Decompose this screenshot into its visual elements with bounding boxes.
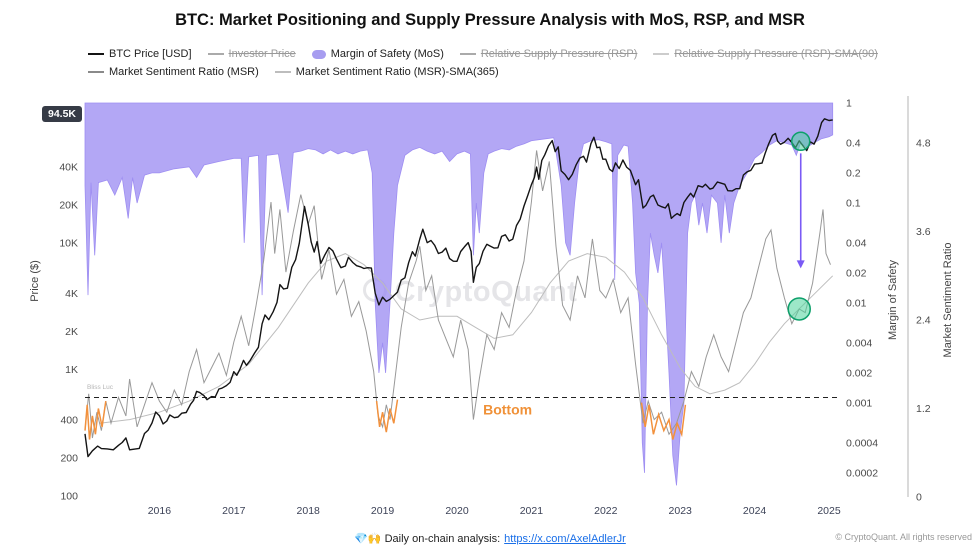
- bottom-signal-segment: [640, 402, 687, 440]
- price-tick-label: 2K: [65, 326, 78, 338]
- footer: 💎🙌 Daily on-chain analysis: https://x.com…: [0, 532, 980, 545]
- down-arrow-head-icon: [796, 260, 805, 269]
- msr-tick-label: 0: [916, 492, 922, 504]
- legend-row-2: Market Sentiment Ratio (MSR) Market Senti…: [88, 66, 499, 78]
- legend-item[interactable]: Investor Price: [207, 48, 296, 60]
- price-tick-label: 100: [60, 491, 78, 503]
- mos-tick-label: 0.0004: [846, 437, 878, 449]
- x-tick-label: 2016: [148, 505, 172, 517]
- mos-tick-label: 0.01: [846, 298, 867, 310]
- legend-label: Relative Supply Pressure (RSP): [480, 48, 638, 60]
- msr-line: [84, 150, 831, 439]
- price-tick-label: 20K: [59, 200, 78, 212]
- price-axis-title: Price ($): [29, 260, 41, 302]
- legend-row-1: BTC Price [USD] Investor Price Margin of S…: [88, 48, 878, 60]
- price-tick-label: 4K: [65, 288, 78, 300]
- msr-sma365-line: [99, 253, 834, 424]
- x-tick-label: 2019: [371, 505, 395, 517]
- legend-line-swatch: [653, 53, 670, 55]
- bottom-signal-segment: [84, 400, 107, 440]
- legend-item[interactable]: Relative Supply Pressure (RSP)-SMA(90): [653, 48, 878, 60]
- mos-tick-label: 0.1: [846, 198, 861, 210]
- mos-tick-label: 0.2: [846, 167, 861, 179]
- mos-axis-title: Margin of Safety: [887, 259, 899, 341]
- msr-tick-label: 4.8: [916, 138, 931, 150]
- btc-price-line: [84, 118, 833, 458]
- legend-label: Margin of Safety (MoS): [330, 48, 444, 60]
- mos-tick-label: 0.002: [846, 367, 872, 379]
- msr-highlight-circle: [787, 297, 811, 321]
- msr-axis-title: Market Sentiment Ratio: [942, 242, 954, 358]
- legend-line-swatch: [207, 53, 224, 55]
- current-price-badge: 94.5K: [42, 106, 83, 122]
- legend-item[interactable]: BTC Price [USD]: [88, 48, 192, 60]
- price-tick-label: 10K: [59, 238, 78, 250]
- legend-line-swatch: [88, 71, 104, 73]
- bottom-signal-segment: [375, 399, 399, 433]
- legend-item[interactable]: Market Sentiment Ratio (MSR)-SMA(365): [274, 66, 499, 78]
- mos-area: [84, 102, 834, 486]
- legend-label: Relative Supply Pressure (RSP)-SMA(90): [674, 48, 878, 60]
- mos-tick-label: 0.0002: [846, 467, 878, 479]
- x-tick-label: 2020: [445, 505, 469, 517]
- price-tick-label: 200: [60, 452, 78, 464]
- x-tick-label: 2025: [817, 505, 841, 517]
- mos-tick-label: 0.001: [846, 398, 872, 410]
- mos-tick-label: 0.004: [846, 337, 872, 349]
- legend-line-swatch: [88, 53, 104, 55]
- legend-label: Investor Price: [228, 48, 296, 60]
- x-tick-label: 2023: [669, 505, 693, 517]
- x-tick-label: 2022: [594, 505, 618, 517]
- mos-tick-label: 1: [846, 98, 852, 110]
- x-tick-label: 2018: [297, 505, 321, 517]
- bottom-annotation-label: Bottom: [483, 401, 532, 417]
- left-annotation: Bliss Luc: [87, 384, 114, 391]
- price-tick-label: 1K: [65, 364, 78, 376]
- legend-label: BTC Price [USD]: [109, 48, 192, 60]
- copyright-text: © CryptoQuant. All rights reserved: [835, 532, 972, 542]
- legend-area-swatch: [311, 49, 326, 59]
- legend-line-swatch: [274, 71, 291, 73]
- footer-text: 💎🙌 Daily on-chain analysis:: [354, 533, 501, 545]
- x-tick-label: 2017: [222, 505, 246, 517]
- x-tick-label: 2021: [520, 505, 544, 517]
- price-tick-label: 40K: [59, 162, 78, 174]
- price-highlight-circle: [790, 131, 811, 152]
- msr-tick-label: 1.2: [916, 403, 931, 415]
- legend-line-swatch: [459, 53, 476, 55]
- legend-label: Market Sentiment Ratio (MSR): [109, 66, 259, 78]
- legend-item[interactable]: Margin of Safety (MoS): [311, 48, 444, 60]
- legend-item[interactable]: Relative Supply Pressure (RSP): [459, 48, 638, 60]
- mos-tick-label: 0.4: [846, 137, 861, 149]
- x-tick-label: 2024: [743, 505, 767, 517]
- chart-title: BTC: Market Positioning and Supply Press…: [175, 11, 805, 29]
- msr-tick-label: 3.6: [916, 226, 931, 238]
- mos-tick-label: 0.04: [846, 237, 867, 249]
- legend-item[interactable]: Market Sentiment Ratio (MSR): [88, 66, 259, 78]
- legend-label: Market Sentiment Ratio (MSR)-SMA(365): [295, 66, 499, 78]
- price-tick-label: 400: [60, 414, 78, 426]
- mos-tick-label: 0.02: [846, 267, 867, 279]
- msr-tick-label: 2.4: [916, 315, 931, 327]
- footer-link[interactable]: https://x.com/AxelAdlerJr: [504, 533, 626, 545]
